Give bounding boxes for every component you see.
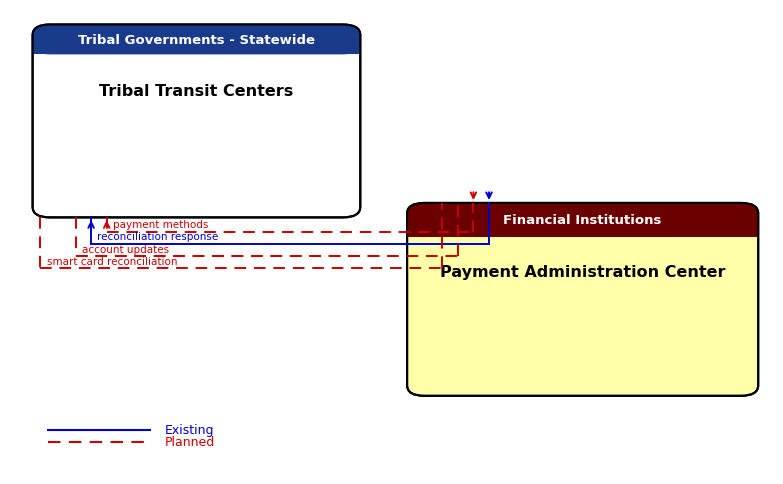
Text: account updates: account updates: [81, 244, 169, 254]
Text: Financial Institutions: Financial Institutions: [503, 214, 662, 227]
Text: payment methods: payment methods: [113, 220, 208, 230]
FancyBboxPatch shape: [407, 203, 758, 396]
Text: Planned: Planned: [165, 435, 215, 448]
Text: smart card reconciliation: smart card reconciliation: [47, 256, 177, 266]
Text: Existing: Existing: [165, 423, 215, 436]
FancyBboxPatch shape: [407, 203, 758, 237]
Text: Tribal Transit Centers: Tribal Transit Centers: [99, 84, 294, 99]
Text: Tribal Governments - Statewide: Tribal Governments - Statewide: [78, 34, 315, 47]
Bar: [407, 220, 758, 237]
FancyBboxPatch shape: [33, 26, 360, 218]
Bar: [33, 40, 360, 55]
Text: reconciliation response: reconciliation response: [97, 232, 218, 242]
Text: Payment Administration Center: Payment Administration Center: [440, 265, 725, 280]
FancyBboxPatch shape: [33, 26, 360, 55]
